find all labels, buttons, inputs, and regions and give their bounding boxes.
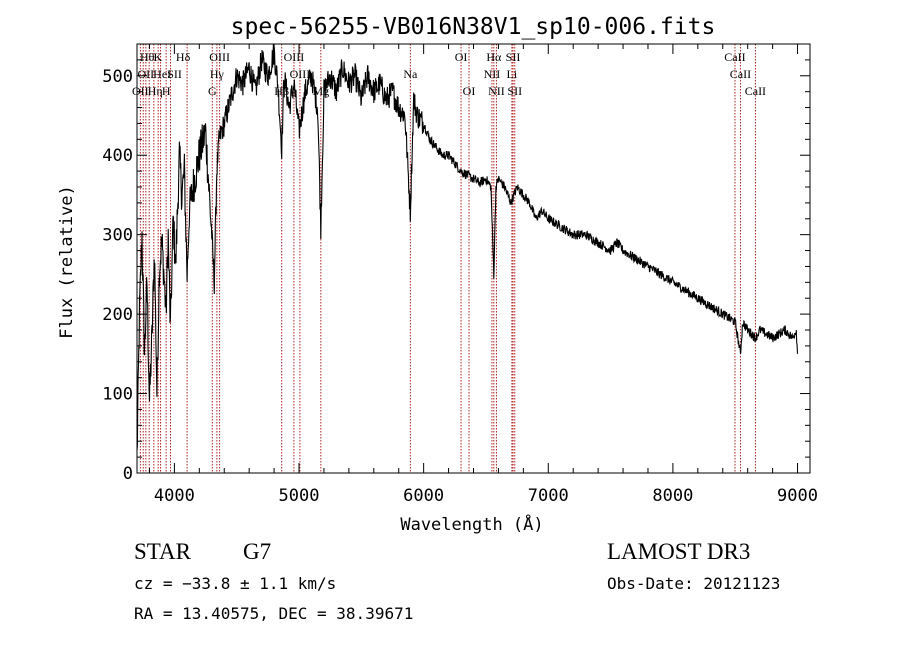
line-label-21: Hα [486,50,502,64]
line-label-23: Li [507,67,518,81]
x-tick-label: 8000 [652,486,693,506]
line-label-15: OIII [290,67,311,81]
chart-title: spec-56255-VB016N38V1_sp10-006.fits [231,14,716,40]
line-label-19: OI [463,84,476,98]
line-label-9: Hδ [176,50,191,64]
line-label-14: OIII [284,50,305,64]
spectrum-series [136,44,799,451]
line-label-17: Na [403,67,418,81]
line-markers [139,44,756,473]
line-label-12: OIII [209,50,230,64]
x-axis-label: Wavelength (Å) [400,513,543,535]
y-tick-label: 100 [102,385,133,405]
line-label-27: CaII [730,67,751,81]
y-tick-label: 0 [123,464,133,484]
y-tick-label: 400 [102,146,133,166]
y-axis-label: Flux (relative) [57,185,77,339]
x-tick-label: 9000 [777,486,818,506]
line-label-7: H [162,84,171,98]
axes: 4000 5000 6000 7000 8000 9000 0 100 200 300 400 500 [102,43,818,506]
line-label-11: Hγ [210,67,225,81]
line-label-26: CaII [724,50,745,64]
line-label-2: OII [138,67,155,81]
y-tick-label: 300 [102,226,133,246]
object-class: STAR [134,539,191,564]
x-tick-label: 5000 [279,486,320,506]
line-label-22: NII [488,84,505,98]
line-label-16: Mg [312,84,329,98]
plot-frame [136,43,811,474]
line-label-4: K [153,50,162,64]
line-label-0: OII [132,84,149,98]
line-labels: OIIHθOIIHηKHeIHSIIHδGHγOIIIHβOIIIOIIIMgN… [132,50,766,98]
x-tick-label: 4000 [154,486,195,506]
line-label-24: SII [506,50,521,64]
x-tick-label: 7000 [528,486,569,506]
line-label-13: Hβ [274,84,289,98]
object-subclass: G7 [243,539,272,564]
observation-date: Obs-Date: 20121123 [607,574,781,593]
line-label-8: SII [167,67,182,81]
spectrum-line [136,44,799,451]
redshift-velocity: cz = −33.8 ± 1.1 km/s [134,574,337,593]
survey-name: LAMOST DR3 [607,539,751,564]
line-label-28: CaII [745,84,766,98]
coordinates: RA = 13.40575, DEC = 38.39671 [134,604,414,623]
line-label-5: HeI [153,67,171,81]
line-label-10: G [208,84,217,98]
line-label-20: NII [484,67,501,81]
y-tick-label: 500 [102,67,133,87]
y-tick-label: 200 [102,305,133,325]
line-label-1: Hθ [140,50,155,64]
x-tick-label: 6000 [403,486,444,506]
line-label-3: Hη [148,84,163,98]
line-label-25: SII [507,84,522,98]
line-label-18: OI [455,50,468,64]
